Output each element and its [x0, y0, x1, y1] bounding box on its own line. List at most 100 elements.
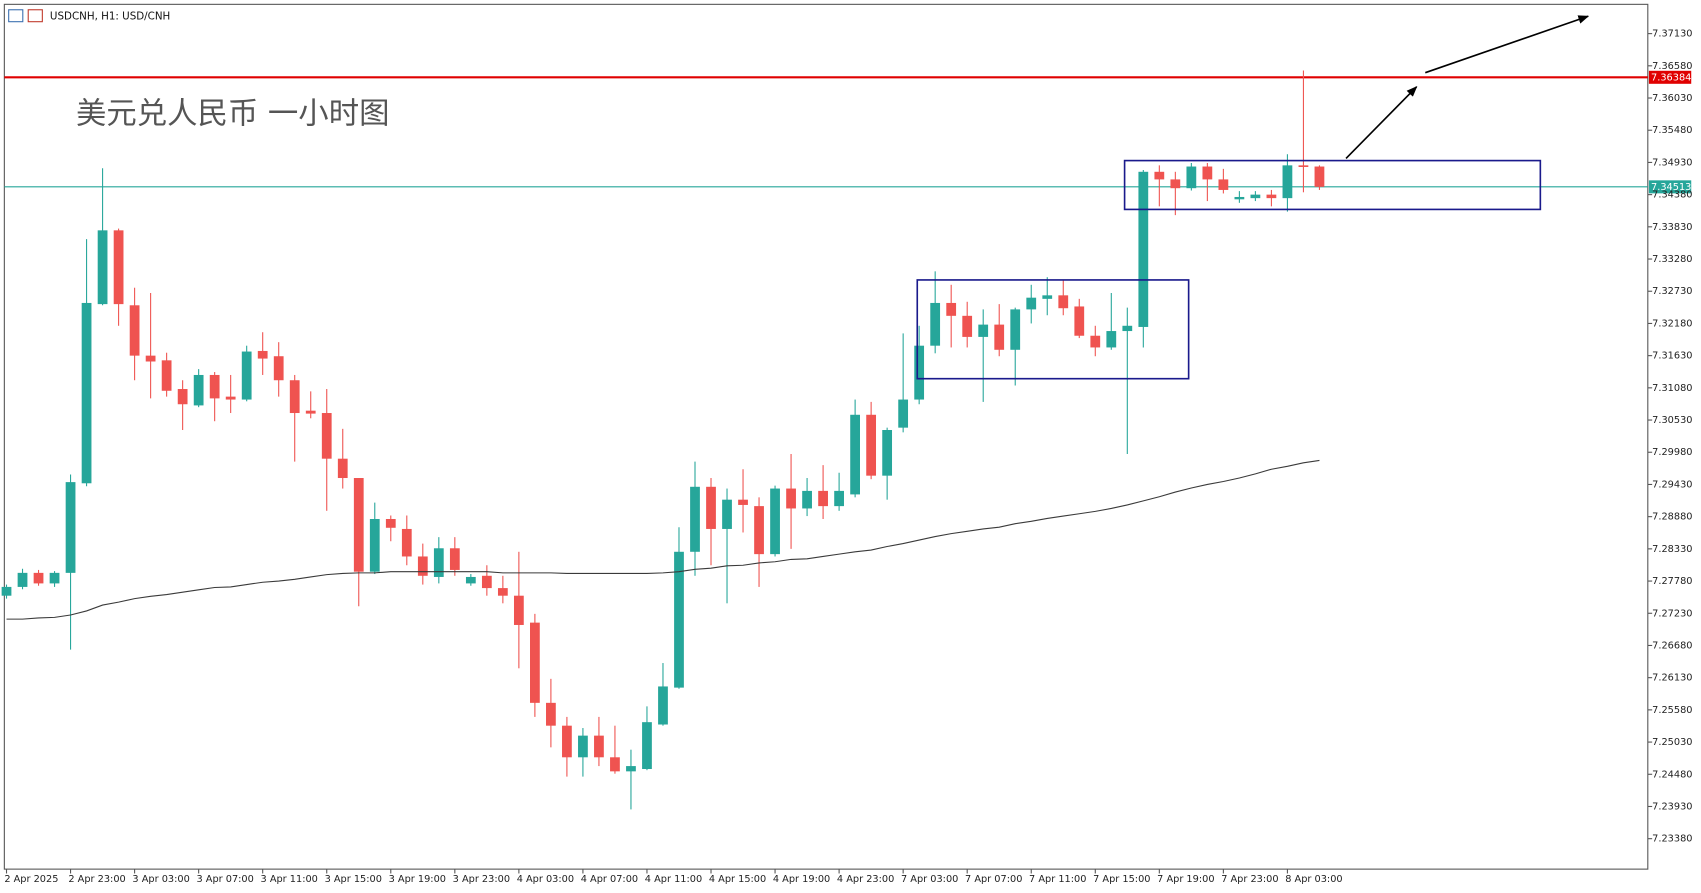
- price-tag-label: 7.34513: [1651, 182, 1691, 193]
- candle-body: [449, 548, 460, 570]
- candle-body: [1, 586, 12, 596]
- x-tick-label: 3 Apr 19:00: [389, 874, 446, 885]
- candle-body: [946, 302, 957, 316]
- candle-body: [1234, 196, 1245, 200]
- candle-body: [1042, 295, 1053, 299]
- x-tick-label: 7 Apr 19:00: [1157, 874, 1214, 885]
- x-tick-label: 7 Apr 03:00: [901, 874, 958, 885]
- candle-body: [738, 499, 748, 505]
- y-tick-label: 7.23380: [1652, 834, 1692, 845]
- candle-body: [1058, 295, 1069, 309]
- x-tick-label: 4 Apr 11:00: [645, 874, 702, 885]
- candle-body: [65, 482, 76, 573]
- price-tag: [1648, 70, 1692, 84]
- x-tick-label: 3 Apr 23:00: [453, 874, 510, 885]
- y-tick-label: 7.33830: [1652, 222, 1692, 233]
- candle-body: [882, 430, 893, 476]
- candle-body: [417, 556, 428, 576]
- y-tick-label: 7.30530: [1652, 415, 1692, 426]
- annotation: 美元兑人民币 一小时图: [76, 97, 389, 132]
- range-box: [1123, 159, 1542, 211]
- candle-body: [33, 572, 44, 584]
- arrow: [1345, 86, 1418, 159]
- price-tag-label: 7.36384: [1651, 72, 1691, 83]
- x-tick-label: 8 Apr 03:00: [1285, 874, 1342, 885]
- candle-body: [289, 380, 300, 414]
- range-box: [916, 279, 1190, 380]
- y-tick-label: 7.25580: [1652, 705, 1692, 716]
- candle-body: [113, 230, 124, 305]
- y-tick-label: 7.25030: [1652, 737, 1692, 748]
- candle-body: [754, 506, 764, 555]
- y-tick-label: 7.35480: [1652, 125, 1692, 136]
- candle-body: [1186, 166, 1197, 189]
- candle-body: [369, 518, 380, 572]
- candle-body: [898, 399, 909, 428]
- candle-body: [1010, 309, 1021, 350]
- candle-body: [1122, 325, 1133, 332]
- candle-body: [1314, 166, 1325, 187]
- marks: [1, 70, 1648, 810]
- candle-body: [658, 686, 668, 725]
- candle-body: [497, 588, 508, 596]
- candle-body: [49, 572, 60, 584]
- candle-body: [433, 548, 444, 577]
- toolbar-icons: [8, 9, 43, 23]
- moving-average: [6, 459, 1320, 620]
- candle-body: [1298, 165, 1309, 167]
- y-tick-label: 7.28330: [1652, 544, 1692, 555]
- candle-body: [722, 499, 732, 529]
- candle-body: [530, 622, 540, 703]
- x-tick-label: 7 Apr 15:00: [1093, 874, 1150, 885]
- candle-body: [978, 324, 989, 337]
- y-tick-label: 7.36030: [1652, 93, 1692, 104]
- candle-body: [209, 374, 220, 399]
- y-tick-label: 7.24480: [1652, 769, 1692, 780]
- x-tick-label: 3 Apr 03:00: [132, 874, 189, 885]
- candle-body: [241, 351, 252, 400]
- candle-body: [273, 356, 284, 381]
- x-tick-label: 3 Apr 15:00: [325, 874, 382, 885]
- candle-body: [1106, 331, 1117, 348]
- y-tick-label: 7.31630: [1652, 351, 1692, 362]
- y-tick-label: 7.26130: [1652, 673, 1692, 684]
- candle-body: [177, 389, 188, 405]
- candle-body: [129, 305, 140, 356]
- y-tick-label: 7.34930: [1652, 157, 1692, 168]
- y-tick-label: 7.27780: [1652, 576, 1692, 587]
- y-tick-label: 7.28880: [1652, 512, 1692, 523]
- x-tick-label: 3 Apr 11:00: [261, 874, 318, 885]
- candle-body: [257, 350, 268, 359]
- candle-body: [1266, 194, 1277, 199]
- y-tick-label: 7.36580: [1652, 61, 1692, 72]
- candle-body: [1026, 297, 1037, 310]
- x-tick-label: 2 Apr 2025: [4, 874, 58, 885]
- candle-body: [690, 486, 700, 552]
- candle-body: [770, 488, 780, 555]
- price-tags: 7.36384 7.34513: [1648, 70, 1692, 194]
- candle-body: [337, 458, 348, 479]
- candle-body: [610, 757, 620, 772]
- candle-body: [594, 735, 604, 758]
- y-tick-label: 7.26680: [1652, 640, 1692, 651]
- candle-body: [786, 488, 796, 509]
- candle-body: [225, 396, 236, 400]
- y-tick-label: 7.37130: [1652, 29, 1692, 40]
- candle-body: [321, 413, 332, 459]
- x-tick-label: 2 Apr 23:00: [68, 874, 125, 885]
- candle-body: [17, 572, 28, 587]
- candle-body: [802, 490, 812, 509]
- candle-body: [626, 766, 636, 772]
- plot-frame: [3, 3, 1649, 870]
- candle-body: [145, 355, 156, 362]
- candle-body: [642, 722, 652, 770]
- x-tick-label: 3 Apr 07:00: [196, 874, 253, 885]
- candle-body: [1170, 179, 1181, 189]
- y-tick-label: 7.31080: [1652, 383, 1692, 394]
- candle-body: [161, 360, 172, 391]
- candle-body: [914, 345, 925, 400]
- candle-body: [1090, 335, 1101, 348]
- candle-body: [481, 575, 492, 589]
